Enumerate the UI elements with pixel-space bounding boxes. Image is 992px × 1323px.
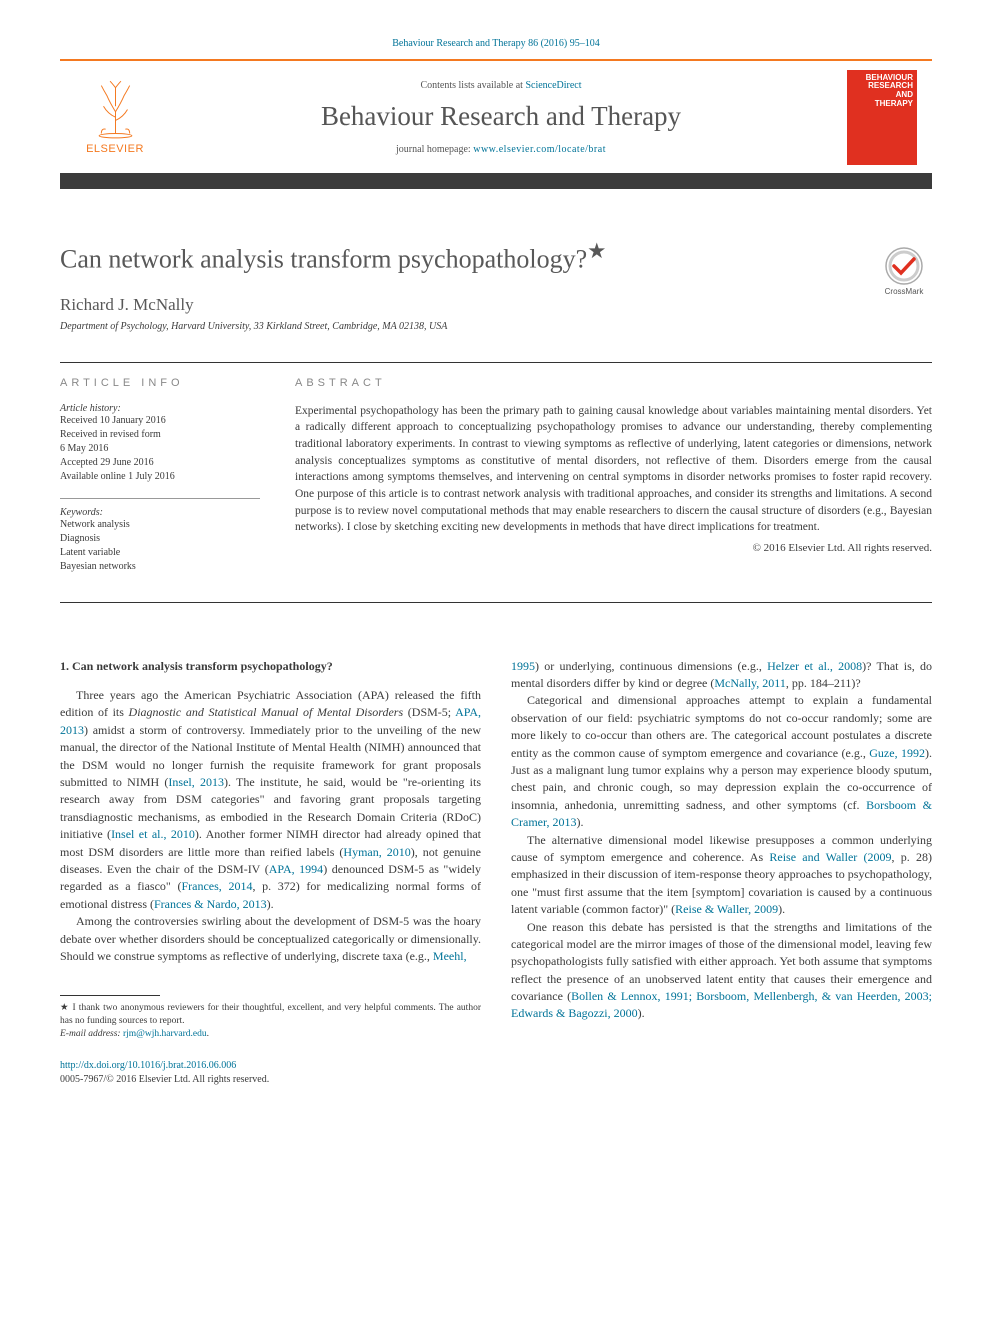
homepage-line: journal homepage: www.elsevier.com/locat… — [155, 144, 847, 155]
crossmark-label: CrossMark — [885, 287, 925, 296]
cover-text-3: THERAPY — [851, 100, 913, 109]
article-info-column: ARTICLE INFO Article history: Received 1… — [60, 377, 260, 588]
citation[interactable]: Helzer et al., 2008 — [767, 659, 862, 673]
contents-available-line: Contents lists available at ScienceDirec… — [155, 80, 847, 91]
journal-title: Behaviour Research and Therapy — [155, 101, 847, 132]
citation[interactable]: Insel et al., 2010 — [111, 827, 195, 841]
info-divider — [60, 498, 260, 499]
abstract-heading: ABSTRACT — [295, 377, 932, 389]
homepage-prefix: journal homepage: — [396, 144, 473, 155]
keyword: Network analysis — [60, 518, 260, 532]
masthead: ELSEVIER Contents lists available at Sci… — [60, 59, 932, 189]
article-header: CrossMark Can network analysis transform… — [60, 239, 932, 332]
citation[interactable]: Reise and Waller (2009 — [769, 850, 891, 864]
citation[interactable]: Guze, 1992 — [869, 746, 925, 760]
divider-top — [60, 362, 932, 363]
issn-copyright: 0005-7967/© 2016 Elsevier Ltd. All right… — [60, 1073, 481, 1088]
keyword: Bayesian networks — [60, 560, 260, 574]
info-abstract-row: ARTICLE INFO Article history: Received 1… — [60, 377, 932, 588]
keywords-label: Keywords: — [60, 507, 260, 518]
contents-prefix: Contents lists available at — [420, 80, 525, 91]
keyword: Diagnosis — [60, 532, 260, 546]
title-text: Can network analysis transform psychopat… — [60, 245, 587, 274]
homepage-link[interactable]: www.elsevier.com/locate/brat — [473, 144, 606, 155]
journal-cover-thumbnail: BEHAVIOUR RESEARCH AND THERAPY — [847, 70, 917, 165]
abstract-text: Experimental psychopathology has been th… — [295, 403, 932, 536]
citation[interactable]: Meehl, — [433, 949, 467, 963]
body-column-left: 1. Can network analysis transform psycho… — [60, 658, 481, 1088]
citation[interactable]: Frances & Nardo, 2013 — [154, 897, 267, 911]
citation[interactable]: Insel, 2013 — [168, 775, 224, 789]
article-info-heading: ARTICLE INFO — [60, 377, 260, 389]
title-footnote-mark: ★ — [587, 239, 606, 263]
sciencedirect-link[interactable]: ScienceDirect — [525, 80, 581, 91]
history-line: Received in revised form — [60, 428, 260, 442]
body-paragraph: The alternative dimensional model likewi… — [511, 832, 932, 919]
history-line: Received 10 January 2016 — [60, 414, 260, 428]
citation[interactable]: Reise & Waller, 2009 — [675, 902, 778, 916]
email-link[interactable]: rjm@wjh.harvard.edu — [123, 1029, 207, 1039]
article-title: Can network analysis transform psychopat… — [60, 239, 932, 275]
cover-text-2: RESEARCH AND — [851, 82, 913, 100]
history-line: 6 May 2016 — [60, 442, 260, 456]
crossmark-badge[interactable]: CrossMark — [877, 244, 932, 299]
keyword: Latent variable — [60, 546, 260, 560]
citation[interactable]: 1995 — [511, 659, 535, 673]
section-1-heading: 1. Can network analysis transform psycho… — [60, 658, 481, 675]
citation[interactable]: Frances, 2014 — [181, 879, 252, 893]
publisher-logo: ELSEVIER — [75, 79, 155, 155]
author-affiliation: Department of Psychology, Harvard Univer… — [60, 321, 932, 332]
doi-link[interactable]: http://dx.doi.org/10.1016/j.brat.2016.06… — [60, 1059, 481, 1074]
email-label: E-mail address: — [60, 1029, 121, 1039]
history-line: Accepted 29 June 2016 — [60, 456, 260, 470]
body-paragraph: Categorical and dimensional approaches a… — [511, 692, 932, 831]
body-paragraph: Three years ago the American Psychiatric… — [60, 687, 481, 913]
keywords-block: Keywords: Network analysis Diagnosis Lat… — [60, 507, 260, 574]
publisher-name: ELSEVIER — [75, 143, 155, 155]
footnote-email: E-mail address: rjm@wjh.harvard.edu. — [60, 1028, 481, 1041]
author-name: Richard J. McNally — [60, 295, 932, 315]
abstract-copyright: © 2016 Elsevier Ltd. All rights reserved… — [295, 542, 932, 554]
footnote-divider — [60, 995, 160, 996]
divider-bottom — [60, 602, 932, 603]
history-block: Article history: Received 10 January 201… — [60, 403, 260, 484]
history-label: Article history: — [60, 403, 260, 414]
body-paragraph: Among the controversies swirling about t… — [60, 913, 481, 965]
citation[interactable]: APA, 1994 — [269, 862, 323, 876]
body-columns: 1. Can network analysis transform psycho… — [60, 658, 932, 1088]
footer-block: http://dx.doi.org/10.1016/j.brat.2016.06… — [60, 1059, 481, 1088]
elsevier-tree-icon — [88, 79, 143, 139]
citation[interactable]: Hyman, 2010 — [343, 845, 410, 859]
body-paragraph: 1995) or underlying, continuous dimensio… — [511, 658, 932, 693]
body-column-right: 1995) or underlying, continuous dimensio… — [511, 658, 932, 1088]
citation[interactable]: Bollen & Lennox, 1991; Borsboom, Mellenb… — [511, 989, 932, 1020]
running-head: Behaviour Research and Therapy 86 (2016)… — [60, 38, 932, 49]
page-container: Behaviour Research and Therapy 86 (2016)… — [0, 0, 992, 1126]
footnote-star: ★ I thank two anonymous reviewers for th… — [60, 1002, 481, 1028]
citation[interactable]: McNally, 2011 — [714, 676, 785, 690]
body-paragraph: One reason this debate has persisted is … — [511, 919, 932, 1023]
masthead-center: Contents lists available at ScienceDirec… — [155, 80, 847, 155]
history-line: Available online 1 July 2016 — [60, 470, 260, 484]
abstract-column: ABSTRACT Experimental psychopathology ha… — [295, 377, 932, 588]
